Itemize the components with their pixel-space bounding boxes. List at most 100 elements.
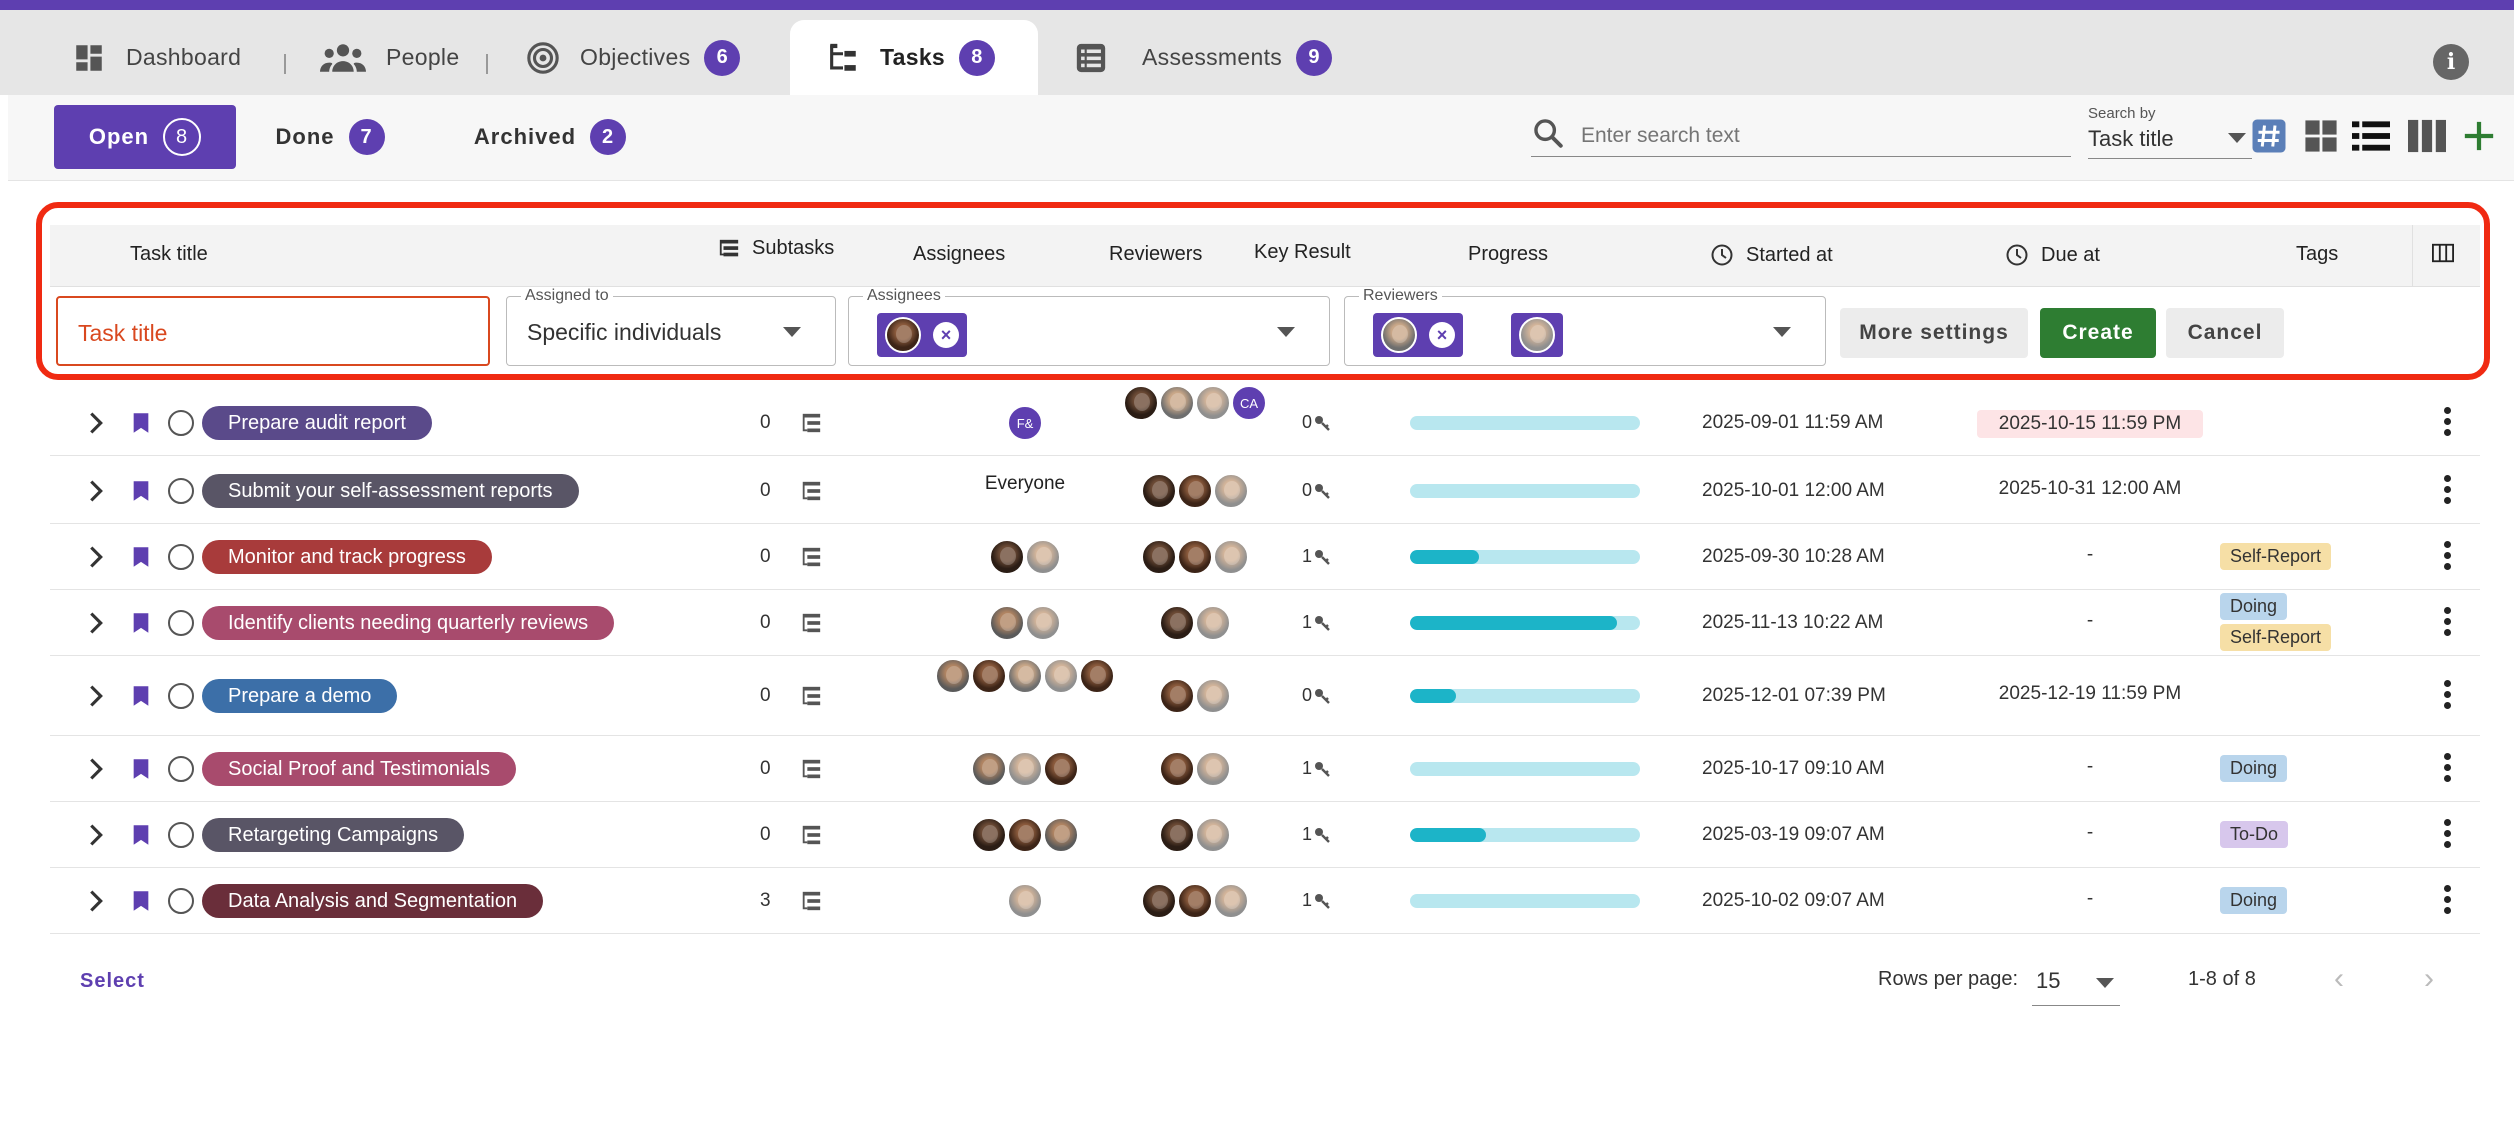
row-menu-icon[interactable] — [2442, 678, 2452, 711]
next-page-button[interactable]: › — [2424, 962, 2434, 995]
column-settings-icon[interactable] — [2432, 243, 2454, 263]
task-title-pill[interactable]: Retargeting Campaigns — [202, 818, 465, 852]
key-result-count[interactable]: 1 — [1302, 546, 1330, 567]
task-title-pill[interactable]: Monitor and track progress — [202, 540, 492, 574]
create-button[interactable]: Create — [2040, 308, 2156, 358]
task-title-pill[interactable]: Prepare a demo — [202, 679, 398, 713]
complete-toggle[interactable] — [168, 756, 194, 782]
row-menu-icon[interactable] — [2442, 883, 2452, 916]
nav-tasks[interactable]: Tasks 8 — [790, 20, 1038, 95]
expand-chevron-icon[interactable] — [86, 758, 106, 780]
prev-page-button[interactable]: ‹ — [2334, 962, 2344, 995]
search-by-select[interactable]: Search by Task title — [2088, 105, 2252, 159]
grid-view-icon[interactable] — [2302, 117, 2340, 155]
select-button[interactable]: Select — [80, 970, 145, 992]
list-view-icon[interactable] — [2352, 117, 2390, 155]
assignees-cell[interactable] — [920, 817, 1130, 853]
complete-toggle[interactable] — [168, 888, 194, 914]
assignee-chip[interactable]: × — [877, 313, 967, 357]
reviewers-cell[interactable] — [1090, 751, 1300, 787]
col-started-at[interactable]: Started at — [1710, 243, 1833, 267]
col-assignees[interactable]: Assignees — [913, 243, 1006, 265]
reviewers-cell[interactable] — [1090, 539, 1300, 575]
reviewers-cell[interactable] — [1090, 473, 1300, 509]
subtasks-icon[interactable] — [800, 824, 822, 846]
nav-dashboard[interactable]: Dashboard — [72, 20, 241, 95]
col-task-title[interactable]: Task title — [130, 243, 208, 265]
task-title-pill[interactable]: Identify clients needing quarterly revie… — [202, 606, 615, 640]
col-subtasks[interactable]: Subtasks — [718, 237, 834, 260]
tab-done[interactable]: Done 7 — [260, 105, 400, 169]
subtasks-icon[interactable] — [800, 890, 822, 912]
table-row[interactable]: Social Proof and Testimonials 0 1 2025-1… — [50, 736, 2480, 802]
nav-assessments[interactable]: Assessments 9 — [1074, 20, 1333, 95]
nav-objectives[interactable]: Objectives 6 — [526, 20, 741, 95]
expand-chevron-icon[interactable] — [86, 480, 106, 502]
assignees-cell[interactable] — [920, 751, 1130, 787]
cancel-button[interactable]: Cancel — [2166, 308, 2284, 358]
col-due-at[interactable]: Due at — [2005, 243, 2100, 267]
subtasks-icon[interactable] — [800, 412, 822, 434]
expand-chevron-icon[interactable] — [86, 890, 106, 912]
task-title-pill[interactable]: Data Analysis and Segmentation — [202, 884, 544, 918]
table-row[interactable]: Prepare audit report 0 F& CA 0 2025-09-0… — [50, 385, 2480, 456]
info-icon[interactable]: i — [2433, 44, 2469, 80]
table-row[interactable]: Data Analysis and Segmentation 3 1 2025-… — [50, 868, 2480, 934]
assignees-cell[interactable] — [920, 539, 1130, 575]
reviewer-chip[interactable] — [1511, 313, 1563, 357]
assignees-cell[interactable] — [920, 605, 1130, 641]
search-input[interactable] — [1581, 123, 2051, 148]
task-title-pill[interactable]: Submit your self-assessment reports — [202, 474, 579, 508]
key-result-count[interactable]: 0 — [1302, 412, 1330, 433]
column-view-icon[interactable] — [2408, 117, 2446, 155]
task-title-pill[interactable]: Social Proof and Testimonials — [202, 752, 516, 786]
key-result-count[interactable]: 0 — [1302, 480, 1330, 501]
row-menu-icon[interactable] — [2442, 817, 2452, 850]
assigned-to-select[interactable]: Assigned to Specific individuals — [506, 287, 836, 366]
assignees-cell[interactable] — [920, 883, 1130, 919]
expand-chevron-icon[interactable] — [86, 824, 106, 846]
rows-per-page-select[interactable]: 15 — [2032, 956, 2120, 1006]
key-result-count[interactable]: 1 — [1302, 890, 1330, 911]
row-menu-icon[interactable] — [2442, 473, 2452, 506]
expand-chevron-icon[interactable] — [86, 412, 106, 434]
complete-toggle[interactable] — [168, 410, 194, 436]
row-menu-icon[interactable] — [2442, 539, 2452, 572]
reviewers-cell[interactable] — [1090, 817, 1300, 853]
assignees-cell[interactable]: F& — [920, 405, 1130, 441]
task-title-input[interactable] — [78, 320, 458, 347]
expand-chevron-icon[interactable] — [86, 546, 106, 568]
expand-chevron-icon[interactable] — [86, 685, 106, 707]
reviewers-cell[interactable] — [1090, 678, 1300, 714]
task-title-pill[interactable]: Prepare audit report — [202, 406, 432, 440]
complete-toggle[interactable] — [168, 478, 194, 504]
reviewers-cell[interactable] — [1090, 605, 1300, 641]
hash-view-icon[interactable] — [2250, 117, 2288, 155]
expand-chevron-icon[interactable] — [86, 612, 106, 634]
table-row[interactable]: Submit your self-assessment reports 0 Ev… — [50, 458, 2480, 524]
nav-people[interactable]: People — [320, 20, 459, 95]
reviewers-cell[interactable]: CA — [1090, 385, 1300, 421]
row-menu-icon[interactable] — [2442, 605, 2452, 638]
table-row[interactable]: Identify clients needing quarterly revie… — [50, 590, 2480, 656]
table-row[interactable]: Retargeting Campaigns 0 1 2025-03-19 09:… — [50, 802, 2480, 868]
key-result-count[interactable]: 0 — [1302, 685, 1330, 706]
close-icon[interactable]: × — [933, 322, 959, 348]
assignees-cell[interactable]: Everyone — [920, 473, 1130, 495]
add-task-icon[interactable] — [2460, 117, 2498, 155]
col-key-result[interactable]: Key Result — [1254, 241, 1351, 263]
reviewer-chip[interactable]: × — [1373, 313, 1463, 357]
key-result-count[interactable]: 1 — [1302, 824, 1330, 845]
tab-archived[interactable]: Archived 2 — [460, 105, 640, 169]
task-title-field[interactable] — [56, 296, 490, 366]
table-row[interactable]: Monitor and track progress 0 1 2025-09-3… — [50, 524, 2480, 590]
subtasks-icon[interactable] — [800, 685, 822, 707]
table-row[interactable]: Prepare a demo 0 0 2025-12-01 07:39 PM 2… — [50, 656, 2480, 736]
complete-toggle[interactable] — [168, 822, 194, 848]
assignees-cell[interactable] — [920, 658, 1130, 694]
col-progress[interactable]: Progress — [1468, 243, 1549, 265]
col-reviewers[interactable]: Reviewers — [1109, 243, 1203, 265]
col-tags[interactable]: Tags — [2296, 243, 2339, 265]
subtasks-icon[interactable] — [800, 612, 822, 634]
complete-toggle[interactable] — [168, 610, 194, 636]
